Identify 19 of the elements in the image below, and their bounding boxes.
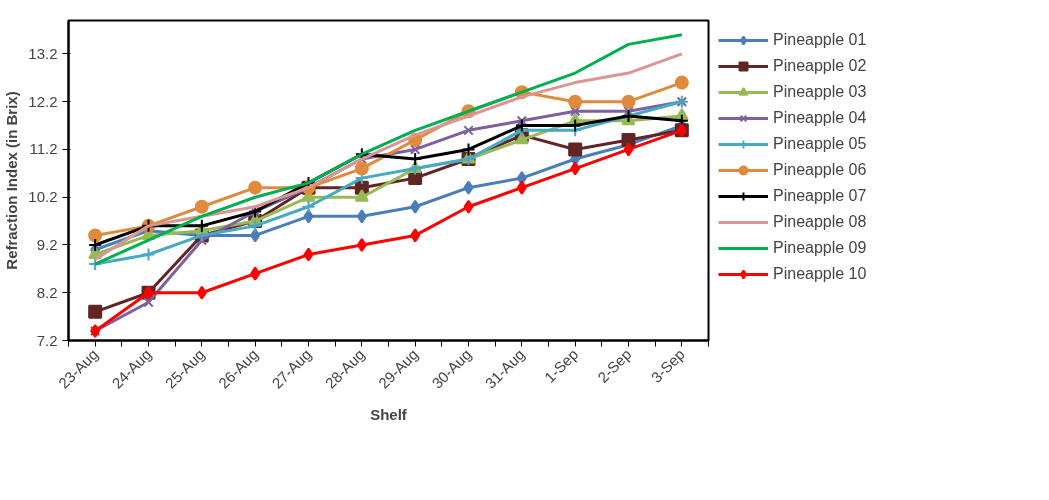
- legend-label: Pineapple 10: [773, 265, 867, 283]
- legend-label: Pineapple 06: [773, 161, 867, 179]
- y-axis-title: Refraction Index (in Brix): [3, 91, 21, 270]
- y-tick-label: 9.2: [36, 235, 58, 253]
- legend-label: Pineapple 05: [773, 135, 867, 153]
- legend-label: Pineapple 01: [773, 31, 867, 49]
- x-axis-title: Shelf: [370, 405, 408, 423]
- legend-label: Pineapple 04: [773, 109, 867, 127]
- legend-label: Pineapple 09: [773, 239, 867, 257]
- y-tick-label: 11.2: [29, 140, 58, 158]
- legend-label: Pineapple 02: [773, 57, 867, 75]
- legend-label: Pineapple 07: [773, 187, 867, 205]
- legend-label: Pineapple 08: [773, 213, 867, 231]
- y-tick-label: 13.2: [28, 44, 58, 62]
- legend-label: Pineapple 03: [773, 83, 867, 101]
- y-tick-label: 8.2: [36, 283, 58, 301]
- y-tick-label: 7.2: [36, 331, 58, 349]
- y-tick-label: 10.2: [28, 188, 58, 206]
- y-tick-label: 12.2: [28, 92, 58, 110]
